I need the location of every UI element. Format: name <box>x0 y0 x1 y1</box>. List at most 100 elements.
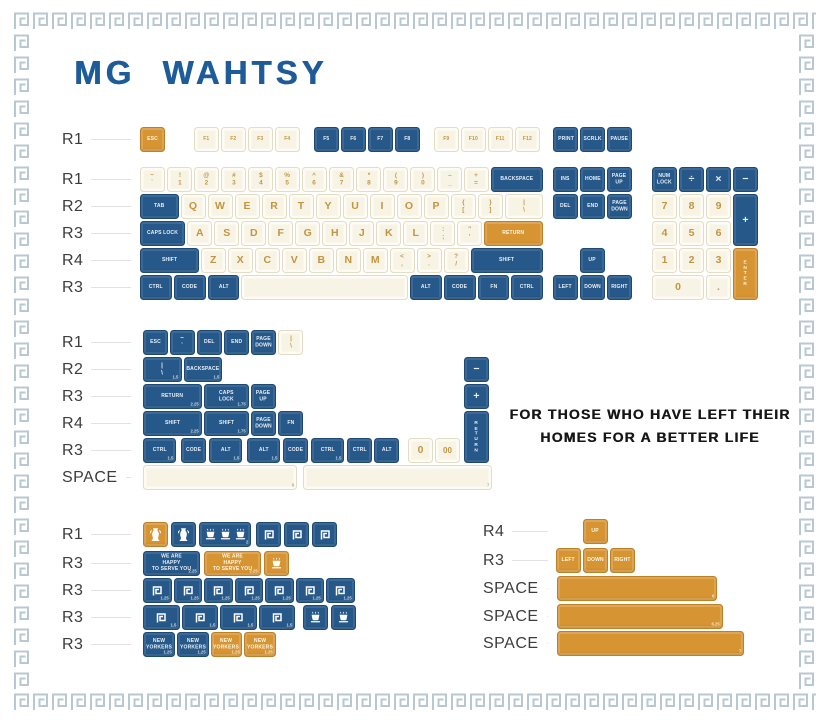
key-page-up: PAGE UP <box>607 167 632 192</box>
key-legend: F8 <box>404 136 411 142</box>
key-4: $4 <box>248 167 273 192</box>
key-legend: − <box>742 173 749 186</box>
border-bottom <box>12 691 816 713</box>
meander-icon <box>546 12 561 29</box>
key-legend: RETURN <box>502 230 525 236</box>
meander-icon <box>812 693 816 710</box>
key-alt: ALT 1.5 <box>209 438 242 463</box>
key-legend: F3 <box>257 136 264 142</box>
meander-icon <box>799 364 814 381</box>
leader-line <box>91 369 131 370</box>
meander-icon <box>14 364 29 381</box>
size-mark: 2.25 <box>190 429 199 434</box>
key-legend: CTRL <box>320 447 335 453</box>
key-z: Z <box>200 248 226 273</box>
key-5: 5 <box>679 221 704 246</box>
key-legend: }] <box>488 199 492 213</box>
key-legend: B <box>317 254 326 267</box>
key-caps-lock: CAPS LOCK 1.75 <box>203 384 249 409</box>
key-legend: | \ <box>161 362 164 376</box>
row-label-text: R3 <box>62 581 84 599</box>
key-legend: D <box>249 227 258 240</box>
key-4: 4 <box>652 221 677 246</box>
key-legend: – _ <box>447 172 452 186</box>
key-amphora <box>171 522 196 547</box>
meander-icon <box>679 693 694 710</box>
meander-icon <box>52 12 67 29</box>
meander-icon <box>799 320 814 337</box>
key-alt: ALT <box>374 438 399 463</box>
tagline-line2: HOMES FOR A BETTER LIFE <box>540 429 760 445</box>
row-label-space: SPACE <box>62 465 136 490</box>
key-legend: PAGE DOWN <box>255 417 272 429</box>
meander-icon <box>185 693 200 710</box>
key-legend: PAUSE <box>610 136 629 142</box>
meander-icon <box>799 496 814 513</box>
meander-icon <box>470 12 485 29</box>
key-r: R <box>261 194 287 219</box>
key-legend: W <box>215 200 225 213</box>
meander-icon <box>14 34 29 51</box>
key-down: DOWN <box>580 275 605 300</box>
key-ctrl: CTRL <box>511 275 543 300</box>
key-shift: SHIFT <box>140 248 199 273</box>
size-mark: 1.25 <box>231 650 240 655</box>
key-symbol: >. <box>416 248 442 273</box>
meander-icon <box>90 12 105 29</box>
meander-icon <box>660 12 675 29</box>
meander-icon <box>204 693 219 710</box>
meander-icon <box>147 12 162 29</box>
key-ins: INS <box>553 167 578 192</box>
meander-icon <box>14 452 29 469</box>
size-mark: 1.5 <box>247 623 254 628</box>
key-caps-lock: CAPS LOCK <box>140 221 186 246</box>
key-shift: SHIFT 1.75 <box>203 411 249 436</box>
row-label-space: SPACE <box>483 604 553 629</box>
key-legend: ~ ` <box>150 172 155 186</box>
key-legend: H <box>330 227 339 240</box>
key-8: * 8 <box>356 167 381 192</box>
key-f11: F11 <box>488 127 513 152</box>
row-label-text: SPACE <box>483 579 539 597</box>
row-label-text: SPACE <box>483 607 539 625</box>
key-legend: + <box>473 390 480 403</box>
row-label-r3: R3 <box>62 605 136 630</box>
key-fn: FN <box>477 275 510 300</box>
row-label-text: R4 <box>483 522 505 540</box>
key-3: #3 <box>221 167 246 192</box>
key-0: 0 <box>408 438 433 463</box>
meander-icon <box>14 188 29 205</box>
key-blank: 6.25 <box>557 604 723 629</box>
row-label-r3: R3 <box>62 384 136 409</box>
key-meander: 1.25 <box>234 578 263 603</box>
meander-icon <box>14 628 29 645</box>
row-label-text: SPACE <box>62 468 118 486</box>
key-legend: LEFT <box>558 284 573 290</box>
border-right <box>797 32 816 691</box>
meander-icon <box>603 12 618 29</box>
key-legend: ^ 6 <box>312 172 317 186</box>
tagline: FOR THOSE WHO HAVE LEFT THEIR HOMES FOR … <box>495 403 805 449</box>
key-legend: T <box>297 200 305 213</box>
size-mark: 1.5 <box>213 375 219 380</box>
key-legend: 00 <box>443 445 452 455</box>
key-symbol: – _ <box>437 167 462 192</box>
key-left: LEFT <box>553 275 578 300</box>
size-mark: 2 <box>245 540 248 545</box>
meander-icon <box>14 584 29 601</box>
size-mark: 2.25 <box>188 569 197 574</box>
meander-icon <box>194 612 206 624</box>
meander-icon <box>660 693 675 710</box>
meander-icon <box>14 562 29 579</box>
size-mark: 1.25 <box>264 650 273 655</box>
key-legend: ALT <box>218 284 229 290</box>
key-symbol: + <box>464 384 489 409</box>
key-f6: F6 <box>341 127 366 152</box>
key-fn: FN <box>278 411 303 436</box>
leader-line <box>91 233 131 234</box>
key-legend: INS <box>561 176 570 182</box>
meander-icon <box>261 12 276 29</box>
key-s: S <box>214 221 240 246</box>
key-legend: RETURN <box>161 393 184 399</box>
meander-icon <box>356 12 371 29</box>
